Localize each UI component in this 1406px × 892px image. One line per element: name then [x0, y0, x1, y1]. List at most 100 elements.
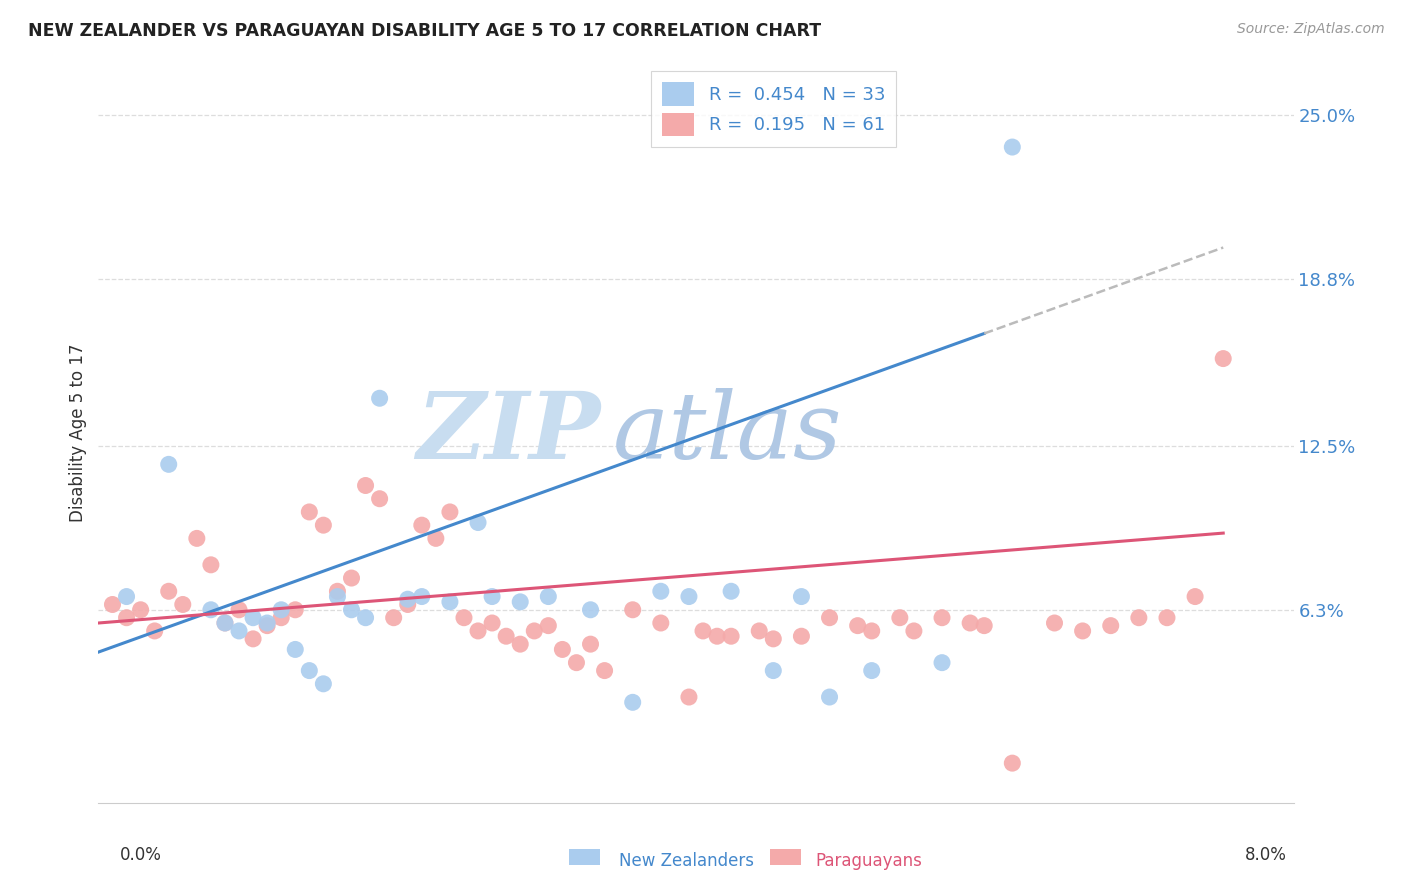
Point: [650, 584, 672, 599]
Point: [256, 618, 278, 632]
Text: ZIP: ZIP: [416, 388, 600, 477]
Point: [326, 584, 349, 599]
Legend: R =  0.454   N = 33, R =  0.195   N = 61: R = 0.454 N = 33, R = 0.195 N = 61: [651, 71, 896, 147]
Point: [678, 590, 700, 604]
Point: [748, 624, 770, 638]
Text: 8.0%: 8.0%: [1244, 846, 1286, 863]
Point: [326, 590, 349, 604]
Text: NEW ZEALANDER VS PARAGUAYAN DISABILITY AGE 5 TO 17 CORRELATION CHART: NEW ZEALANDER VS PARAGUAYAN DISABILITY A…: [28, 22, 821, 40]
Point: [228, 624, 250, 638]
Point: [790, 590, 813, 604]
Point: [931, 611, 953, 625]
Point: [537, 590, 560, 604]
Point: [411, 590, 433, 604]
Point: [242, 632, 264, 646]
Point: [692, 624, 714, 638]
Point: [509, 637, 531, 651]
Point: [467, 516, 489, 530]
Point: [537, 618, 560, 632]
Point: [453, 611, 475, 625]
Text: New Zealanders: New Zealanders: [619, 852, 754, 870]
Point: [242, 611, 264, 625]
Point: [157, 458, 180, 472]
Point: [790, 629, 813, 643]
Point: [481, 590, 503, 604]
Point: [1001, 756, 1024, 771]
Point: [818, 690, 841, 704]
Point: [115, 590, 138, 604]
Point: [762, 632, 785, 646]
Point: [1099, 618, 1122, 632]
Point: [411, 518, 433, 533]
Point: [312, 677, 335, 691]
Point: [396, 592, 419, 607]
Point: [214, 615, 236, 630]
Point: [284, 603, 307, 617]
Point: [129, 603, 152, 617]
Point: [706, 629, 728, 643]
Point: [396, 598, 419, 612]
Point: [762, 664, 785, 678]
Point: [354, 611, 377, 625]
Point: [425, 532, 447, 546]
Point: [720, 584, 742, 599]
Text: 0.0%: 0.0%: [120, 846, 162, 863]
Point: [1071, 624, 1094, 638]
Point: [382, 611, 405, 625]
Point: [115, 611, 138, 625]
Point: [200, 558, 222, 572]
Point: [1043, 615, 1066, 630]
Point: [467, 624, 489, 638]
Point: [621, 603, 644, 617]
Point: [818, 611, 841, 625]
Point: [368, 491, 391, 506]
Point: [903, 624, 925, 638]
Point: [298, 664, 321, 678]
Point: [1001, 140, 1024, 154]
Point: [439, 505, 461, 519]
Y-axis label: Disability Age 5 to 17: Disability Age 5 to 17: [69, 343, 87, 522]
Point: [312, 518, 335, 533]
Point: [579, 637, 602, 651]
Text: Paraguayans: Paraguayans: [815, 852, 922, 870]
Point: [270, 611, 292, 625]
Point: [186, 532, 208, 546]
Point: [270, 603, 292, 617]
Point: [354, 478, 377, 492]
Point: [481, 615, 503, 630]
Point: [579, 603, 602, 617]
Point: [340, 571, 363, 585]
Point: [860, 664, 883, 678]
Point: [846, 618, 869, 632]
Point: [931, 656, 953, 670]
Point: [228, 603, 250, 617]
Point: [565, 656, 588, 670]
Point: [973, 618, 995, 632]
Point: [495, 629, 517, 643]
Point: [368, 391, 391, 405]
Point: [200, 603, 222, 617]
Point: [1156, 611, 1178, 625]
Point: [101, 598, 124, 612]
Point: [678, 690, 700, 704]
Point: [1128, 611, 1150, 625]
Point: [1212, 351, 1234, 366]
Point: [298, 505, 321, 519]
Point: [621, 695, 644, 709]
Point: [509, 595, 531, 609]
Point: [172, 598, 194, 612]
Point: [340, 603, 363, 617]
Point: [650, 615, 672, 630]
Point: [284, 642, 307, 657]
Point: [256, 615, 278, 630]
Point: [523, 624, 546, 638]
Point: [593, 664, 616, 678]
Point: [1184, 590, 1206, 604]
Point: [143, 624, 166, 638]
Point: [157, 584, 180, 599]
Text: atlas: atlas: [613, 388, 842, 477]
Point: [860, 624, 883, 638]
Text: Source: ZipAtlas.com: Source: ZipAtlas.com: [1237, 22, 1385, 37]
Point: [889, 611, 911, 625]
Point: [214, 615, 236, 630]
